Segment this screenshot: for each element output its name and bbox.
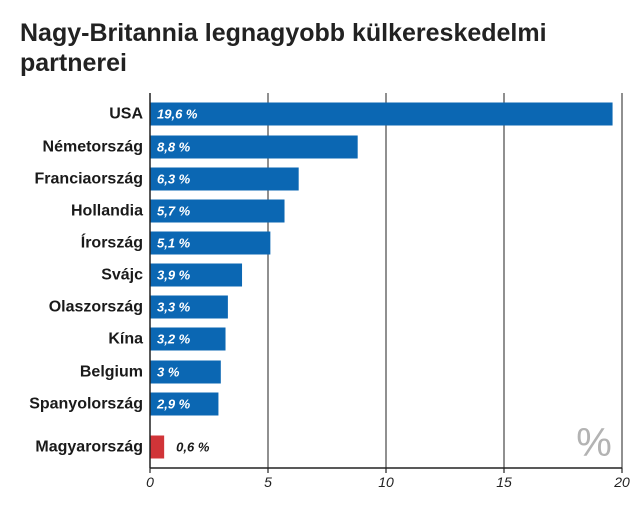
x-tick-label: 5 xyxy=(264,474,272,490)
data-label: 8,8 % xyxy=(157,140,191,155)
data-label: 3,9 % xyxy=(157,268,191,283)
category-label: Belgium xyxy=(80,364,143,381)
category-label: Németország xyxy=(43,139,143,156)
category-label: Svájc xyxy=(101,267,143,284)
category-label: Spanyolország xyxy=(29,396,143,413)
category-label: Olaszország xyxy=(49,299,143,316)
bar xyxy=(150,102,613,126)
data-label: 5,7 % xyxy=(157,204,191,219)
bar xyxy=(150,167,299,191)
category-label: Kína xyxy=(108,331,143,348)
category-label: Hollandia xyxy=(71,203,143,220)
x-tick-label: 0 xyxy=(146,474,154,490)
category-label: USA xyxy=(109,106,143,123)
category-label: Magyarország xyxy=(35,439,143,456)
x-tick-label: 15 xyxy=(496,474,512,490)
bar xyxy=(150,327,226,351)
x-tick-label: 10 xyxy=(378,474,394,490)
data-label: 3,3 % xyxy=(157,300,191,315)
category-label: Írország xyxy=(81,233,143,252)
data-label: 19,6 % xyxy=(157,107,198,122)
bar xyxy=(150,360,221,384)
chart-title: Nagy-Britannia legnagyobb külkereskedelm… xyxy=(20,19,547,77)
data-label: 6,3 % xyxy=(157,172,191,187)
x-tick-label: 20 xyxy=(613,474,630,490)
category-label: Franciaország xyxy=(35,171,143,188)
data-label: 0,6 % xyxy=(176,440,210,455)
data-label: 5,1 % xyxy=(157,236,191,251)
bar xyxy=(150,135,358,159)
bar xyxy=(150,199,285,223)
bar xyxy=(150,295,228,319)
data-label: 2,9 % xyxy=(156,397,191,412)
data-label: 3,2 % xyxy=(157,332,191,347)
data-label: 3 % xyxy=(157,365,180,380)
bar xyxy=(150,392,219,416)
bar xyxy=(150,263,243,287)
unit-label: % xyxy=(576,421,612,465)
bar xyxy=(150,231,271,255)
bar xyxy=(150,435,165,459)
